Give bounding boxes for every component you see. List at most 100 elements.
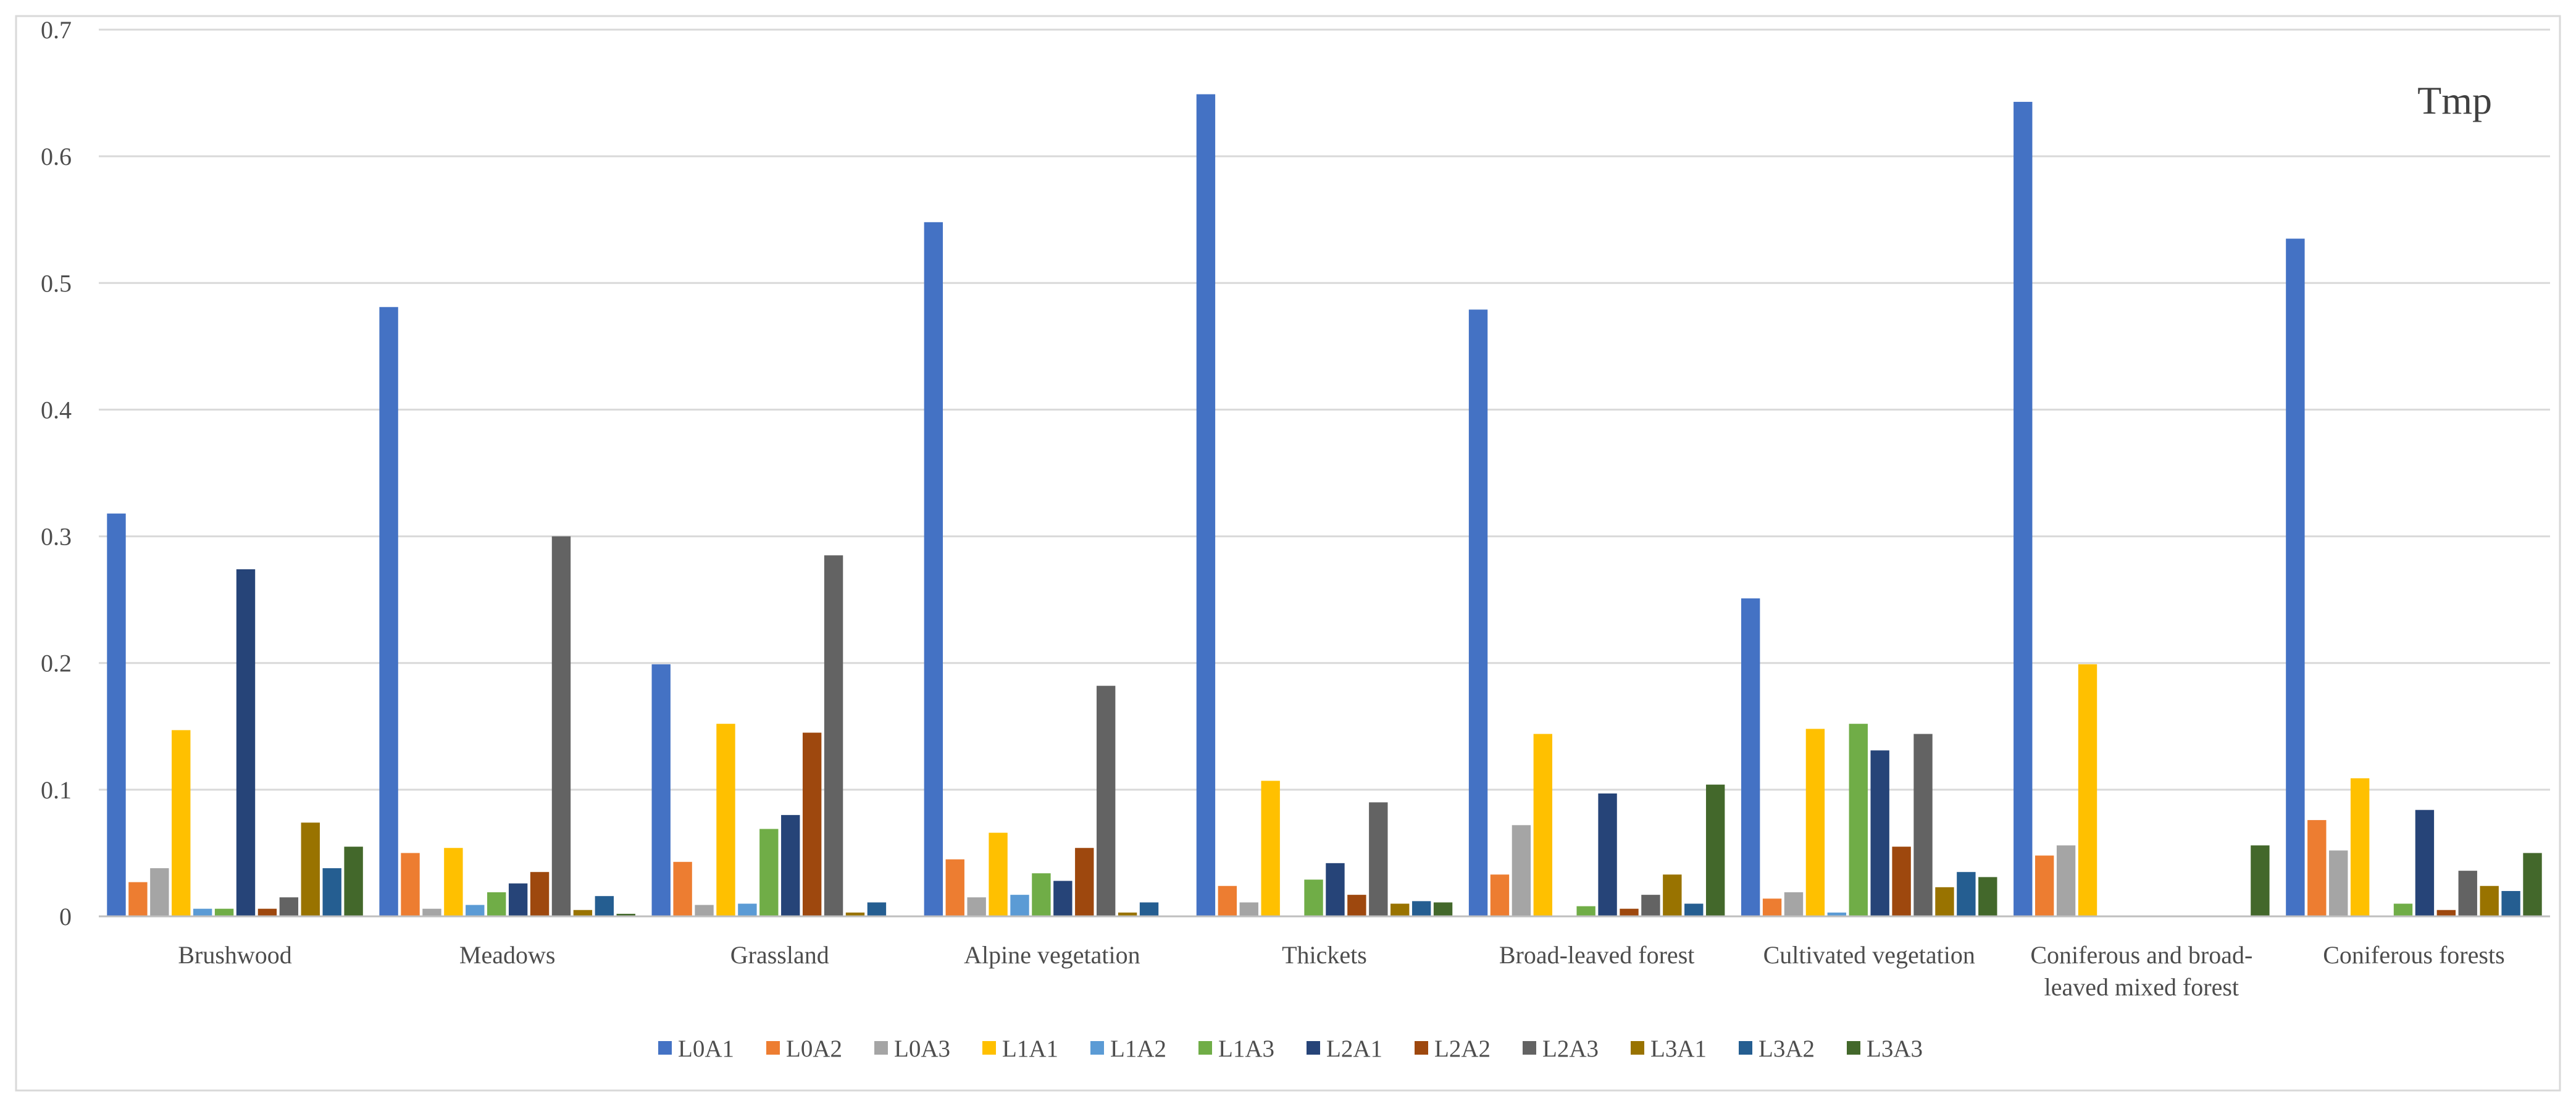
bar-l3a2	[1957, 872, 1976, 916]
bar-l2a3	[2458, 871, 2477, 916]
bar-l2a3	[1369, 802, 1388, 916]
bar-l2a2	[257, 908, 277, 916]
bar-l0a2	[1218, 885, 1237, 916]
bar-l2a1	[508, 883, 528, 916]
bar-l0a1	[1468, 309, 1488, 916]
bar-l3a2	[1684, 903, 1704, 916]
legend-swatch-l3a2	[1739, 1041, 1752, 1055]
bar-l0a2	[401, 853, 420, 916]
bar-l0a1	[924, 222, 943, 916]
bar-l0a3	[695, 905, 714, 916]
bar-l2a3	[1913, 734, 1933, 916]
bar-l3a3	[1705, 784, 1725, 916]
bar-l1a3	[2393, 903, 2413, 916]
bar-l2a1	[1053, 881, 1073, 916]
y-tick-label: 0.4	[41, 396, 72, 424]
bar-l2a2	[1075, 848, 1094, 916]
y-tick-label: 0.5	[41, 269, 72, 297]
bar-l0a1	[2014, 101, 2033, 917]
bar-l2a2	[2436, 910, 2456, 916]
bar-l0a1	[1196, 94, 1216, 917]
bar-l0a2	[1762, 898, 1782, 916]
bar-l2a2	[1620, 908, 1639, 916]
bar-l1a3	[1849, 724, 1868, 916]
legend-swatch-l0a1	[658, 1041, 672, 1055]
bar-l0a2	[2034, 855, 2054, 916]
bar-l1a3	[214, 908, 234, 916]
bar-l0a3	[2056, 845, 2076, 916]
bars	[107, 94, 2542, 917]
y-tick-label: 0	[59, 903, 72, 931]
bar-l1a2	[193, 908, 212, 916]
bar-l2a1	[1870, 750, 1889, 916]
bar-l1a1	[1533, 734, 1552, 916]
legend-label-l2a2: L2A2	[1434, 1036, 1491, 1062]
bar-l2a2	[802, 732, 822, 916]
bar-l0a3	[1239, 902, 1258, 916]
bar-l2a3	[824, 555, 843, 916]
bar-l2a3	[1097, 685, 1116, 916]
bar-l1a1	[444, 848, 463, 916]
y-tick-label: 0.6	[41, 143, 72, 170]
bar-l1a3	[1032, 873, 1051, 916]
legend-label-l1a3: L1A3	[1218, 1036, 1274, 1062]
x-category-label: Coniferous and broad-	[2030, 941, 2252, 969]
bar-l2a1	[2415, 810, 2435, 916]
legend-swatch-l2a1	[1307, 1041, 1320, 1055]
legend-label-l2a3: L2A3	[1542, 1036, 1599, 1062]
x-category-label: Broad-leaved forest	[1499, 941, 1695, 969]
legend-label-l0a1: L0A1	[678, 1036, 734, 1062]
bar-l1a3	[1304, 879, 1323, 916]
bar-l3a1	[1118, 912, 1137, 916]
legend-swatch-l2a2	[1415, 1041, 1428, 1055]
legend-swatch-l3a3	[1847, 1041, 1860, 1055]
bar-l0a2	[945, 859, 964, 916]
bar-l3a3	[2523, 853, 2542, 916]
bar-l3a2	[322, 868, 341, 916]
bar-l0a1	[107, 513, 126, 916]
legend-label-l0a2: L0A2	[786, 1036, 842, 1062]
bar-l0a3	[1784, 892, 1804, 916]
x-category-label: Thickets	[1282, 941, 1367, 969]
bar-l1a1	[2350, 778, 2370, 916]
bar-l1a1	[172, 730, 191, 916]
bar-l1a1	[2078, 664, 2097, 916]
legend-swatch-l2a3	[1523, 1041, 1536, 1055]
bar-l2a3	[1641, 895, 1660, 916]
bar-l3a2	[2501, 890, 2520, 916]
bar-l2a3	[551, 536, 571, 916]
bar-l3a3	[1978, 877, 1997, 916]
bar-l1a2	[1010, 895, 1029, 916]
bar-l3a1	[1935, 887, 1954, 916]
y-tick-label: 0.3	[41, 523, 72, 551]
x-category-label: Meadows	[459, 941, 556, 969]
bar-l3a1	[301, 822, 320, 916]
bar-l2a2	[1892, 847, 1911, 916]
legend-swatch-l1a3	[1198, 1041, 1212, 1055]
legend-swatch-l1a1	[982, 1041, 996, 1055]
bar-l0a2	[673, 861, 692, 916]
legend-label-l3a1: L3A1	[1650, 1036, 1707, 1062]
bar-l3a1	[573, 910, 593, 916]
gridlines	[99, 28, 2550, 791]
bar-l2a3	[279, 897, 299, 916]
legend-swatch-l0a3	[874, 1041, 888, 1055]
legend: L0A1 L0A2 L0A3 L1A1 L1A2 L1A3 L2A1 L2A2 L2A3 L3A1…	[658, 1036, 1923, 1062]
bar-l1a3	[759, 829, 779, 916]
bar-l0a1	[2286, 238, 2305, 916]
bar-l2a1	[1326, 863, 1345, 916]
bar-l0a2	[128, 882, 148, 916]
bar-l3a2	[1411, 901, 1431, 916]
x-category-label: Cultivated vegetation	[1763, 941, 1975, 969]
bar-l2a2	[530, 872, 550, 916]
bar-l1a3	[1576, 906, 1595, 916]
bar-l3a2	[595, 896, 614, 916]
bar-l1a1	[1261, 780, 1280, 916]
bar-l1a3	[487, 892, 506, 916]
bar-l2a2	[1347, 895, 1366, 916]
legend-label-l2a1: L2A1	[1326, 1036, 1382, 1062]
x-category-label: Coniferous forests	[2323, 941, 2504, 969]
legend-swatch-l1a2	[1090, 1041, 1104, 1055]
